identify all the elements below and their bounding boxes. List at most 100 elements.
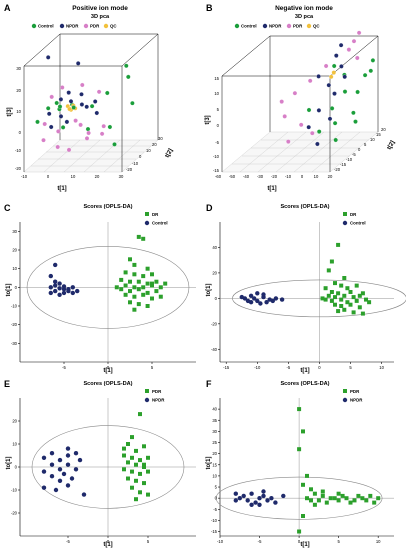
data-point [107,124,113,130]
x-tick-label: -15 [223,365,230,370]
panel-header: Negative ion mode [275,5,333,12]
data-point [329,298,334,303]
data-point [309,487,313,492]
data-point [233,491,238,496]
data-point [45,106,51,111]
tick-label: 10 [370,137,375,142]
legend-label: DR [152,212,159,217]
data-point [354,283,359,288]
data-point [305,496,309,501]
y-tick-label: 20 [12,419,17,424]
data-point [270,298,275,304]
data-point [329,259,334,264]
data-point [145,290,150,295]
data-point [142,444,146,449]
data-point [42,121,47,127]
tick-label: 20 [95,174,100,179]
y-axis-label: to[1] [206,457,212,470]
legend-marker [342,397,348,403]
data-point [269,496,274,501]
x-tick-label: -5 [258,539,262,544]
data-point [79,102,85,107]
data-point [320,493,325,498]
tick-label: -20 [271,174,278,179]
data-point [320,296,325,301]
data-point [60,85,65,90]
tick-label: 0 [301,174,304,179]
tick-label: 20 [152,142,157,147]
data-point [56,129,61,134]
tick-label: -10 [21,174,28,179]
data-point [351,38,357,44]
x-tick-label: 5 [337,539,340,544]
data-point [309,498,313,503]
x-ticks: -10 0 10 20 30 [21,174,124,179]
data-point [48,290,53,296]
data-point [66,90,71,95]
data-point [252,296,257,301]
panel-c: C Scores (OPLS-DA) -5 0 5-30-20-100102030 … [4,203,196,374]
data-point [136,287,141,292]
data-point [255,298,260,304]
data-point [312,502,317,507]
data-point [94,110,100,116]
data-point [370,58,376,63]
tick-label: 0 [358,147,361,152]
data-point [146,455,150,460]
plot-area: -15 -10 -5 0 5 10 -40 -20 0 20 40 [211,222,406,370]
tick-label: -10 [213,154,220,159]
data-point [292,90,298,96]
data-point [273,296,279,301]
data-point [339,283,344,288]
legend-marker [342,220,348,226]
legend-marker [145,212,149,216]
data-point [257,496,262,501]
data-point [142,465,146,469]
z-axis-label: t[2] [165,148,175,159]
data-point [141,274,146,279]
legend: Control NPDR PDR QC [31,24,117,29]
data-point [355,55,360,61]
data-point [323,286,328,291]
grid-line [63,139,101,173]
data-point [342,276,347,280]
y-axis-label: t[3] [205,115,211,124]
panel-b: B Negative ion mode 3D pca Control NPDR … [205,3,396,192]
data-point [327,116,333,122]
tick-label: 20 [328,174,333,179]
data-point [333,302,337,307]
data-point [329,106,335,111]
data-point [138,471,142,476]
data-point [316,498,321,503]
plot-title: Scores (OPLS-DA) [280,381,329,387]
data-point [119,277,124,282]
data-point [364,498,369,503]
data-point [306,124,311,130]
data-point [336,309,341,314]
data-point [332,91,337,96]
data-point [249,491,254,496]
data-point [356,30,362,36]
legend: Control NPDR PDR QC [234,24,320,29]
data-point [54,100,59,106]
legend: DR Control [342,212,366,226]
data-point [53,283,58,288]
tick-label: 0 [19,130,22,135]
plot-area: -10 -5 0 5 10 -15 -10 -5 0 5 10 15 20 25 30 35 40 [211,398,394,544]
data-point [138,458,142,463]
data-point [132,307,137,312]
data-point [85,126,91,132]
data-point [68,99,74,104]
panel-letter: E [4,379,10,389]
x-tick-label: -5 [286,365,290,370]
tick-label: -20 [126,167,133,172]
panel-header: Positive ion mode [72,5,128,12]
data-point [61,471,67,477]
data-point [84,104,89,110]
data-point [49,451,55,456]
data-point [340,493,345,498]
y-axis-label: to[1] [6,284,12,297]
data-point [355,89,360,95]
data-point [316,108,322,113]
tick-label: -15 [340,162,347,167]
